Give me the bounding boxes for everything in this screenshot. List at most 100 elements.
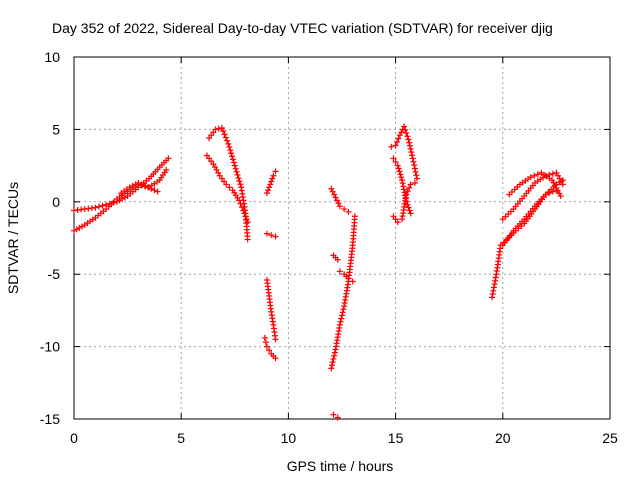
data-point-marker bbox=[263, 190, 270, 197]
data-point-marker bbox=[557, 193, 564, 200]
x-tick-label: 15 bbox=[388, 430, 404, 446]
data-point-marker bbox=[412, 168, 419, 175]
data-point-marker bbox=[400, 186, 407, 193]
data-point-marker bbox=[240, 207, 247, 214]
data-point-marker bbox=[269, 175, 276, 182]
data-point-marker bbox=[397, 171, 404, 178]
data-point-marker bbox=[331, 191, 338, 198]
y-tick-label: -10 bbox=[40, 339, 60, 355]
data-point-marker bbox=[402, 126, 409, 133]
data-point-marker bbox=[229, 153, 236, 160]
data-point-marker bbox=[489, 294, 496, 301]
data-point-marker bbox=[413, 172, 420, 179]
data-point-marker bbox=[227, 147, 234, 154]
data-point-marker bbox=[244, 219, 251, 226]
data-point-marker bbox=[404, 133, 411, 140]
data-point-marker bbox=[402, 195, 409, 202]
data-point-marker bbox=[235, 175, 242, 182]
data-point-marker bbox=[489, 291, 496, 298]
data-point-marker bbox=[407, 145, 414, 152]
data-point-marker bbox=[225, 140, 232, 147]
data-point-marker bbox=[241, 210, 248, 217]
data-point-marker bbox=[549, 188, 556, 195]
data-point-marker bbox=[220, 128, 227, 135]
data-point-marker bbox=[263, 343, 270, 350]
data-point-marker bbox=[549, 170, 556, 177]
data-point-marker bbox=[339, 309, 346, 316]
data-point-marker bbox=[394, 138, 401, 145]
data-point-marker bbox=[96, 203, 103, 210]
y-tick-label: 0 bbox=[52, 194, 60, 210]
data-point-marker bbox=[148, 185, 155, 192]
data-point-marker bbox=[237, 181, 244, 188]
data-point-marker bbox=[330, 411, 337, 418]
data-point-marker bbox=[163, 166, 170, 173]
data-point-marker bbox=[92, 204, 99, 211]
data-point-marker bbox=[334, 256, 341, 263]
data-point-marker bbox=[135, 179, 142, 186]
data-point-marker bbox=[232, 165, 239, 172]
data-point-marker bbox=[334, 414, 341, 421]
data-point-marker bbox=[527, 174, 534, 181]
data-point-marker bbox=[212, 126, 219, 133]
data-point-marker bbox=[272, 168, 279, 175]
data-point-marker bbox=[331, 352, 338, 359]
data-point-marker bbox=[409, 155, 416, 162]
data-point-marker bbox=[268, 232, 275, 239]
x-tick-label: 25 bbox=[602, 430, 618, 446]
data-point-marker bbox=[229, 156, 236, 163]
data-point-marker bbox=[546, 190, 553, 197]
data-point-marker bbox=[406, 142, 413, 149]
data-point-marker bbox=[559, 181, 566, 188]
data-point-marker bbox=[144, 184, 151, 191]
x-axis-label: GPS time / hours bbox=[287, 458, 394, 474]
data-point-marker bbox=[263, 230, 270, 237]
data-point-marker bbox=[398, 174, 405, 181]
data-point-marker bbox=[409, 152, 416, 159]
y-tick-label: 5 bbox=[52, 121, 60, 137]
data-point-marker bbox=[335, 200, 342, 207]
data-point-marker bbox=[399, 177, 406, 184]
data-point-marker bbox=[336, 268, 343, 275]
data-point-marker bbox=[328, 185, 335, 192]
data-point-marker bbox=[151, 187, 158, 194]
data-point-marker bbox=[328, 365, 335, 372]
data-point-marker bbox=[244, 236, 251, 243]
data-point-marker bbox=[351, 213, 358, 220]
data-point-marker bbox=[331, 349, 338, 356]
data-point-marker bbox=[406, 184, 413, 191]
data-point-marker bbox=[333, 197, 340, 204]
data-point-marker bbox=[336, 203, 343, 210]
y-axis-label: SDTVAR / TECUs bbox=[5, 182, 21, 294]
data-point-marker bbox=[242, 213, 249, 220]
grid-lines bbox=[74, 57, 610, 419]
y-tick-label: -5 bbox=[48, 266, 61, 282]
data-point-marker bbox=[534, 171, 541, 178]
data-point-marker bbox=[266, 347, 273, 354]
data-points bbox=[71, 123, 566, 421]
x-tick-label: 0 bbox=[70, 430, 78, 446]
data-point-marker bbox=[267, 181, 274, 188]
data-point-marker bbox=[402, 192, 409, 199]
data-point-marker bbox=[330, 355, 337, 362]
data-point-marker bbox=[339, 312, 345, 319]
data-point-marker bbox=[390, 155, 397, 162]
data-point-marker bbox=[406, 139, 413, 146]
data-point-marker bbox=[270, 172, 277, 179]
data-point-marker bbox=[492, 274, 499, 281]
data-point-marker bbox=[403, 130, 410, 137]
data-point-marker bbox=[401, 123, 408, 130]
data-point-marker bbox=[224, 137, 231, 144]
data-point-marker bbox=[337, 318, 344, 325]
x-tick-label: 10 bbox=[281, 430, 297, 446]
data-point-marker bbox=[243, 216, 250, 223]
y-tick-label: -15 bbox=[40, 411, 60, 427]
data-point-marker bbox=[223, 181, 230, 188]
axis-ticks: 0 5 10 15 20 25 -15 -10 -5 0 5 10 bbox=[40, 49, 618, 446]
data-point-marker bbox=[394, 219, 401, 226]
data-point-marker bbox=[329, 188, 336, 195]
data-point-marker bbox=[395, 165, 402, 172]
data-point-marker bbox=[268, 178, 275, 185]
data-point-marker bbox=[349, 278, 356, 285]
data-point-marker bbox=[231, 162, 238, 169]
